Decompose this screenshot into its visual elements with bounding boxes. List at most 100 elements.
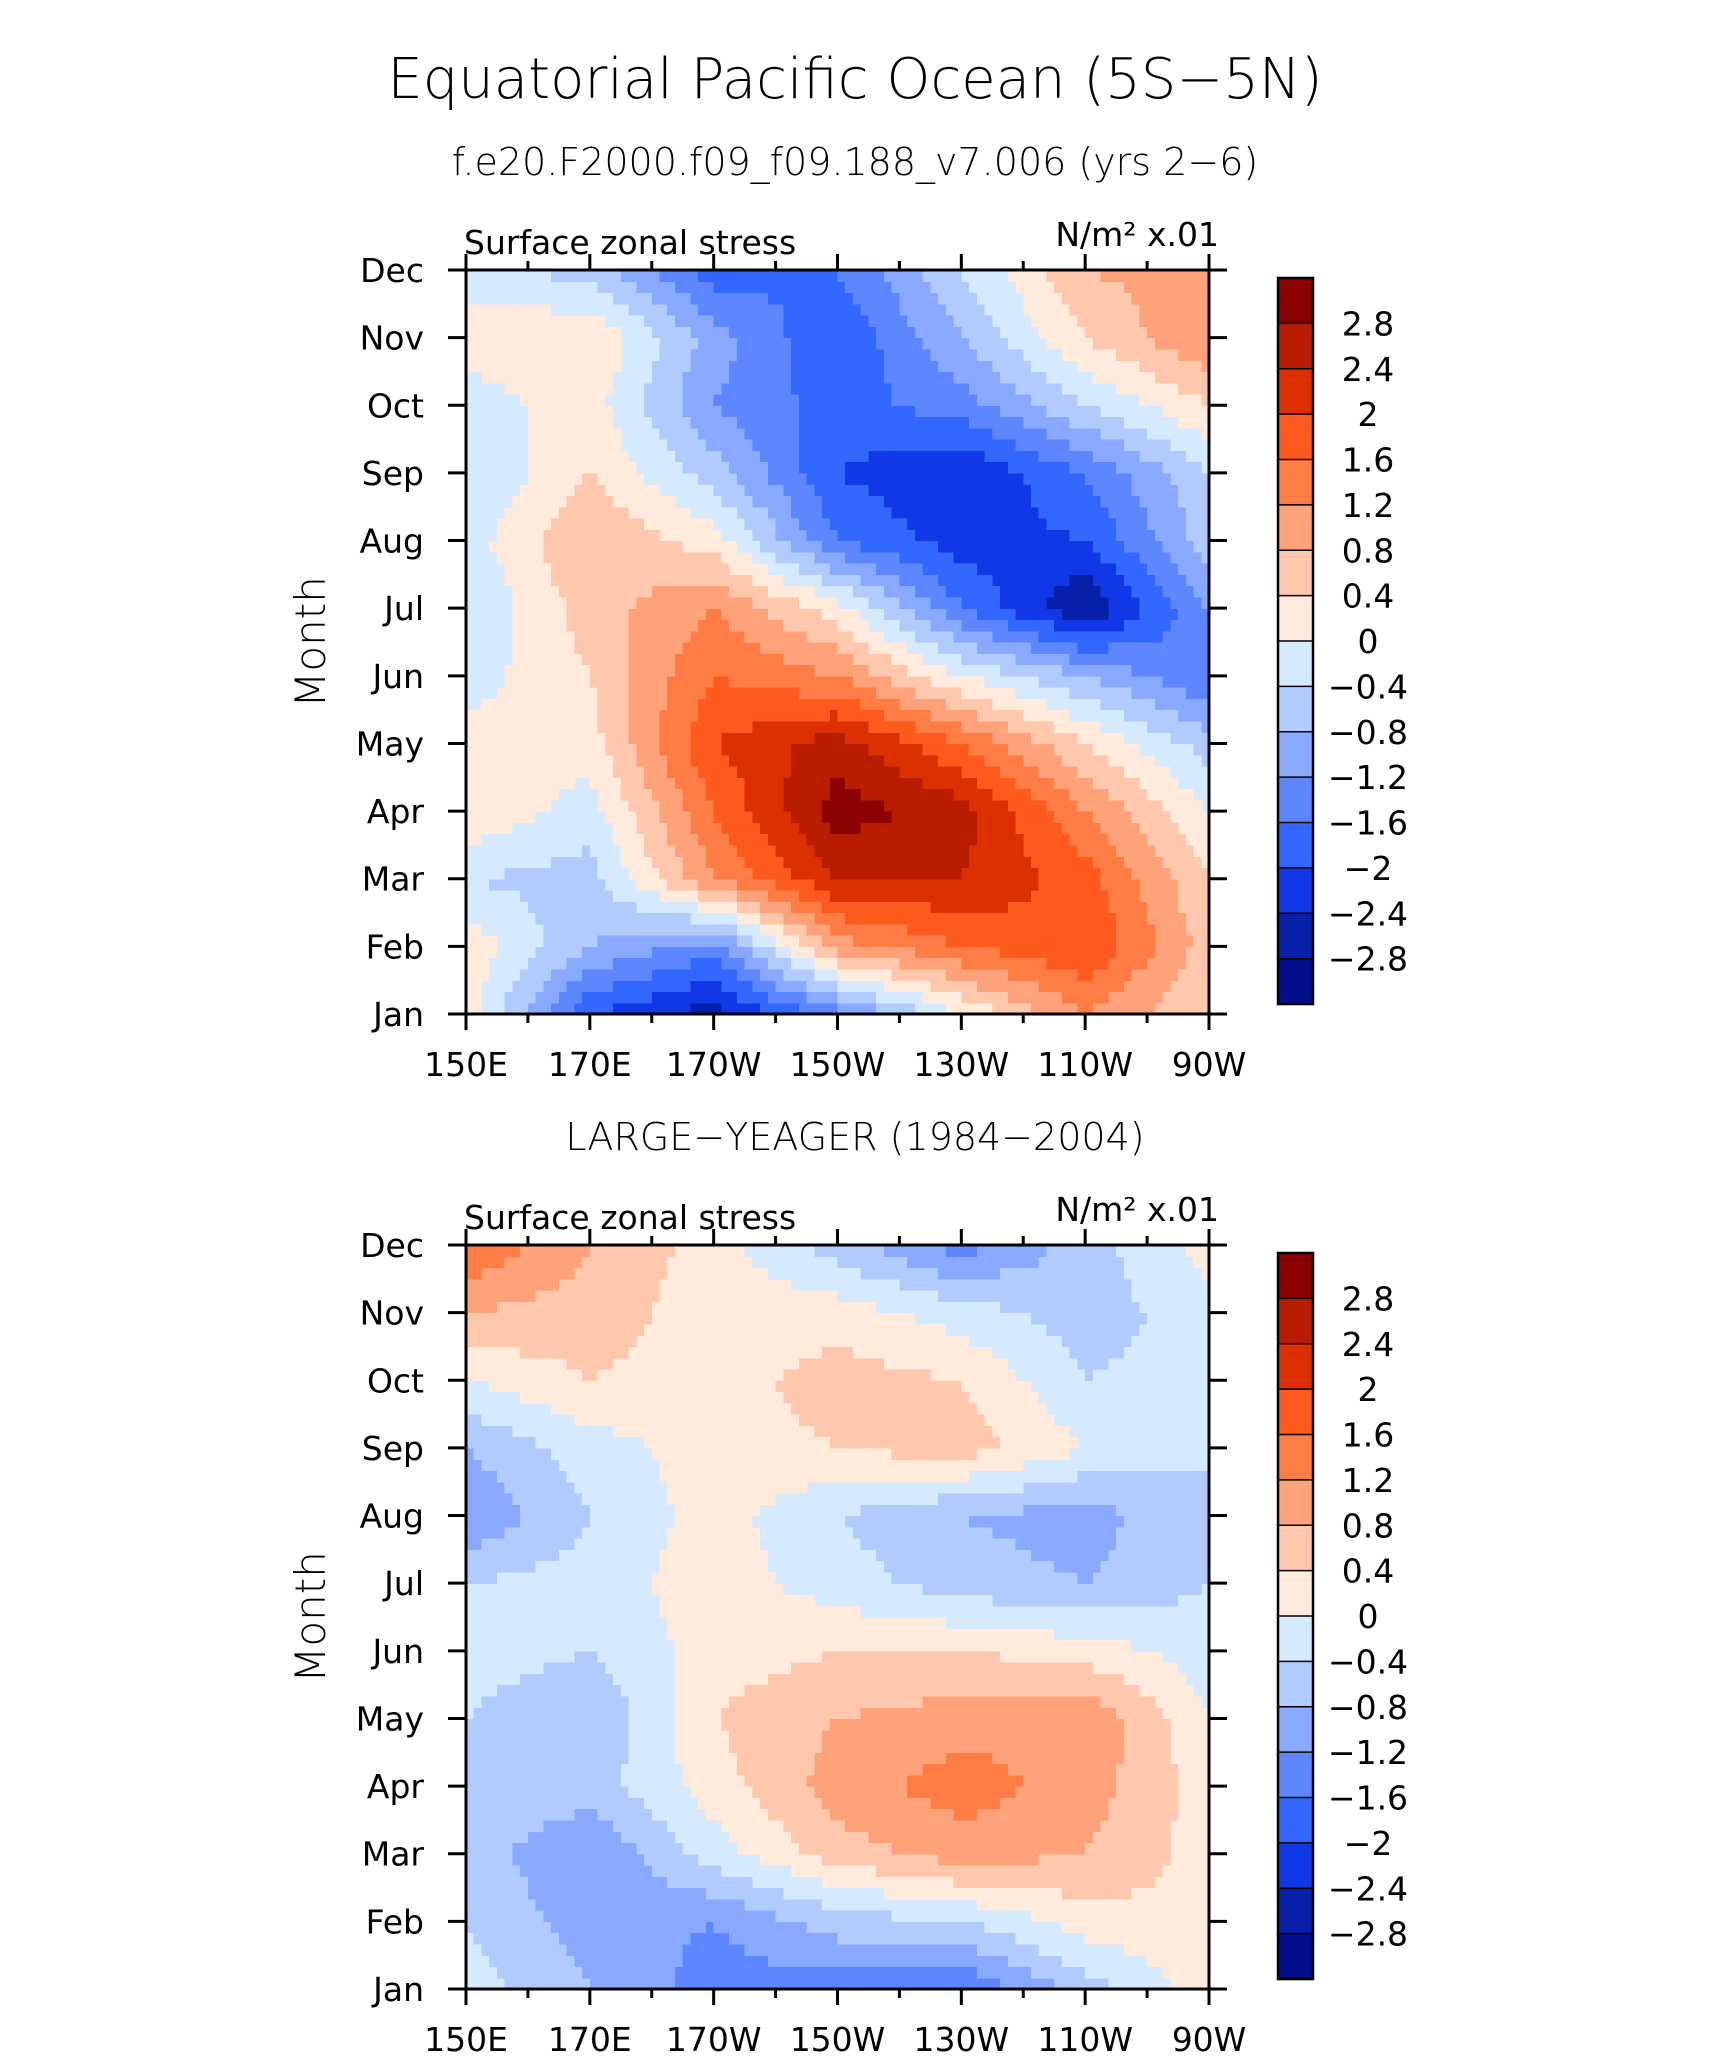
field-cell <box>1023 991 1032 1004</box>
field-cell <box>512 608 521 621</box>
field-cell <box>775 563 784 575</box>
field-cell <box>744 472 753 485</box>
field-cell <box>605 811 614 823</box>
field-cell <box>1069 472 1079 485</box>
field-cell <box>1139 720 1148 733</box>
field-cell <box>721 427 730 440</box>
field-cell <box>1123 540 1133 553</box>
field-cell <box>543 968 552 981</box>
field-cell <box>574 439 583 451</box>
field-cell <box>520 788 529 801</box>
field-cell <box>574 822 583 835</box>
field-cell <box>574 518 583 530</box>
field-cell <box>922 585 931 598</box>
field-cell <box>922 766 931 778</box>
field-cell <box>1154 664 1164 677</box>
field-cell <box>922 675 931 688</box>
field-cell <box>558 811 568 823</box>
field-cell <box>566 687 575 699</box>
field-cell <box>945 788 955 801</box>
field-cell <box>644 698 653 711</box>
field-cell <box>481 833 490 846</box>
field-cell <box>1092 890 1102 902</box>
field-cell <box>899 844 908 857</box>
field-cell <box>589 991 599 1004</box>
field-cell <box>1092 518 1102 530</box>
field-cell <box>1023 484 1032 497</box>
field-cell <box>992 777 1001 790</box>
field-cell <box>1178 450 1187 463</box>
field-cell <box>860 518 870 530</box>
field-cell <box>883 777 893 790</box>
field-cell <box>1085 811 1094 823</box>
field-cell <box>852 890 862 902</box>
field-cell <box>1178 484 1187 497</box>
field-cell <box>527 461 537 474</box>
field-cell <box>1108 912 1117 925</box>
field-cell <box>922 518 931 530</box>
field-cell <box>1185 732 1195 745</box>
field-cell <box>783 563 792 575</box>
field-cell <box>736 833 746 846</box>
field-cell <box>891 822 901 835</box>
field-cell <box>976 563 986 575</box>
field-cell <box>1170 484 1179 497</box>
field-cell <box>682 946 692 959</box>
field-cell <box>806 867 815 880</box>
field-cell <box>713 788 723 801</box>
field-cell <box>806 518 815 530</box>
field-cell <box>698 901 707 914</box>
field-cell <box>930 946 939 959</box>
field-cell <box>752 518 761 530</box>
field-cell <box>496 991 506 1004</box>
field-cell <box>1077 630 1086 643</box>
field-cell <box>659 946 668 959</box>
field-cell <box>1193 844 1202 857</box>
field-cell <box>690 585 699 598</box>
field-cell <box>1015 585 1024 598</box>
field-cell <box>667 551 676 564</box>
field-cell <box>760 450 769 463</box>
field-cell <box>860 472 870 485</box>
field-cell <box>976 484 986 497</box>
field-cell <box>798 506 808 519</box>
field-cell <box>535 1002 544 1015</box>
field-cell <box>791 687 800 699</box>
field-cell <box>512 709 521 722</box>
field-cell <box>589 495 599 508</box>
field-cell <box>845 901 854 914</box>
field-cell <box>1100 563 1109 575</box>
field-cell <box>953 709 962 722</box>
field-cell <box>659 540 668 553</box>
field-cell <box>752 439 761 451</box>
field-cell <box>682 799 692 812</box>
field-cell <box>504 720 514 733</box>
field-cell <box>1131 799 1140 812</box>
field-cell <box>744 1002 753 1015</box>
field-cell <box>551 923 560 936</box>
field-cell <box>543 450 552 463</box>
field-cell <box>651 687 661 699</box>
field-cell <box>682 675 692 688</box>
field-cell <box>644 472 653 485</box>
field-cell <box>698 822 707 835</box>
field-cell <box>1131 687 1140 699</box>
field-cell <box>713 461 723 474</box>
field-cell <box>1015 653 1024 666</box>
field-cell <box>891 518 901 530</box>
field-cell <box>558 653 568 666</box>
field-cell <box>1170 664 1179 677</box>
field-cell <box>566 799 575 812</box>
field-cell <box>512 720 521 733</box>
field-cell <box>922 596 931 609</box>
field-cell <box>527 653 537 666</box>
field-cell <box>597 619 606 632</box>
field-cell <box>914 935 924 947</box>
field-cell <box>806 720 815 733</box>
field-cell <box>791 957 800 970</box>
field-cell <box>1123 946 1133 959</box>
field-cell <box>876 1002 885 1015</box>
field-cell <box>535 450 544 463</box>
field-cell <box>535 630 544 643</box>
field-cell <box>1038 484 1048 497</box>
